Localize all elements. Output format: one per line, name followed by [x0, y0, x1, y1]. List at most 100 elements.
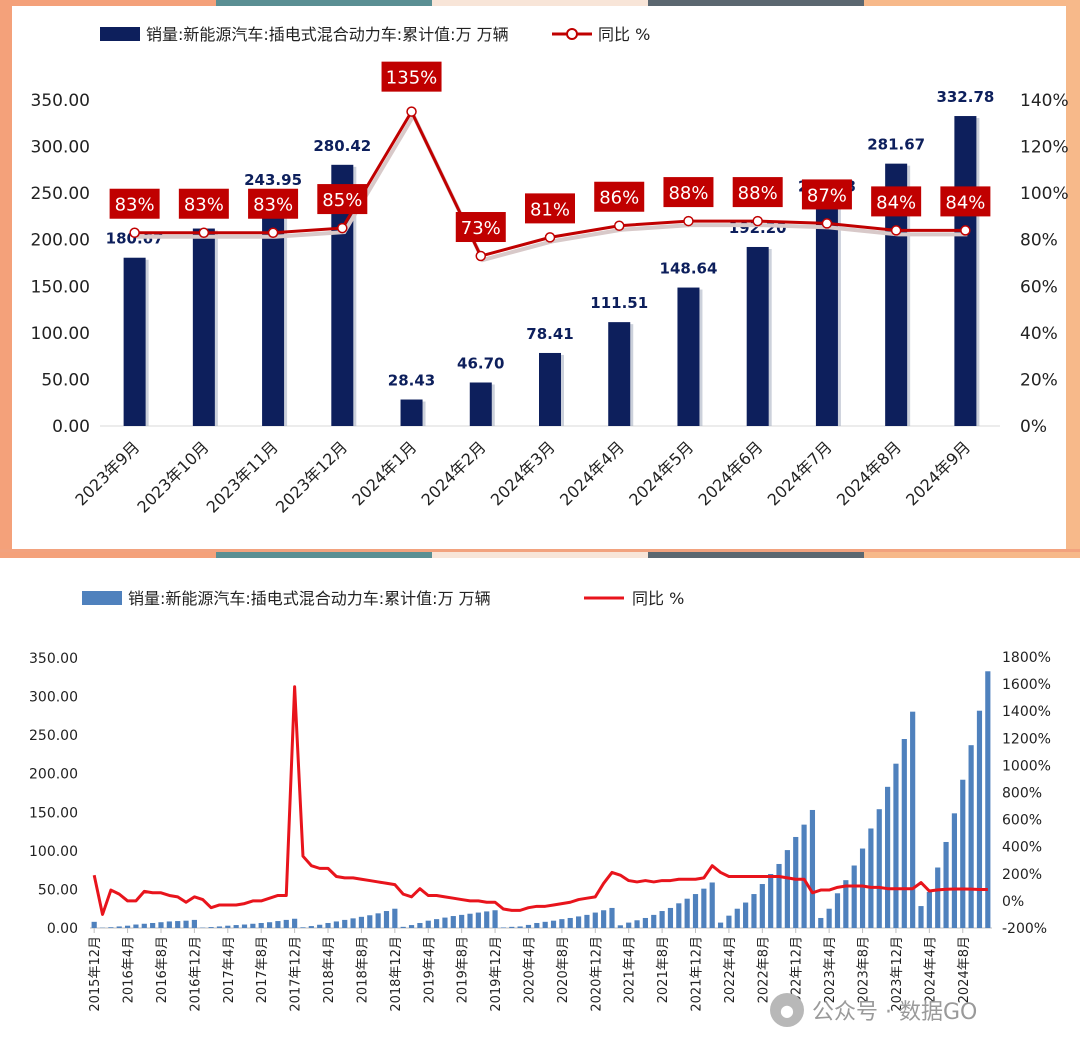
bar — [760, 884, 765, 928]
yoy-point — [199, 228, 208, 237]
bar — [518, 926, 523, 928]
bar — [501, 927, 506, 928]
y-left-tick-label: 200.00 — [29, 767, 78, 783]
x-tick-label: 2019年8月 — [456, 936, 471, 1003]
bar — [576, 916, 581, 928]
bar — [701, 889, 706, 928]
bar — [539, 353, 561, 426]
y-left-tick-label: 100.00 — [29, 844, 78, 860]
bar — [827, 909, 832, 928]
legend-line-marker — [567, 29, 577, 39]
bar — [167, 921, 172, 928]
bar — [609, 908, 614, 928]
top-chart: 销量:新能源汽车:插电式混合动力车:累计值:万 万辆同比 %0.0050.001… — [0, 0, 1080, 560]
yoy-point — [822, 219, 831, 228]
frame-bottom-segment — [864, 552, 1080, 558]
bar — [401, 927, 406, 928]
bar — [183, 921, 188, 928]
bar — [685, 899, 690, 928]
bar — [142, 924, 147, 928]
bar — [150, 923, 155, 928]
yoy-label: 83% — [115, 195, 155, 216]
x-tick-label: 2018年12月 — [389, 936, 404, 1012]
bar — [935, 868, 940, 928]
x-category-label: 2024年6月 — [694, 437, 766, 509]
yoy-label: 84% — [945, 192, 985, 213]
x-category-label: 2023年12月 — [272, 437, 351, 516]
bar — [801, 825, 806, 928]
watermark: ● 公众号 · 数据GO — [770, 990, 1070, 1030]
yoy-point — [269, 228, 278, 237]
bar — [868, 828, 873, 928]
yoy-point — [615, 221, 624, 230]
bar — [634, 920, 639, 928]
bar — [492, 910, 497, 928]
bar-value-label: 28.43 — [388, 372, 435, 390]
bar — [417, 923, 422, 928]
bar — [710, 882, 715, 928]
bar — [108, 927, 113, 928]
x-category-label: 2024年2月 — [418, 437, 490, 509]
bar — [125, 926, 130, 928]
y-left-tick-label: 150.00 — [29, 805, 78, 821]
frame-bottom-segment — [432, 552, 648, 558]
yoy-point — [476, 252, 485, 261]
yoy-label: 88% — [668, 183, 708, 204]
bar — [209, 927, 214, 928]
bar — [124, 258, 146, 426]
x-tick-label: 2015年12月 — [88, 936, 103, 1012]
x-tick-label: 2021年12月 — [690, 936, 705, 1012]
yoy-label: 87% — [807, 185, 847, 206]
bar-value-label: 332.78 — [936, 88, 994, 106]
yoy-point — [130, 228, 139, 237]
yoy-label: 135% — [386, 68, 437, 89]
bar — [618, 925, 623, 928]
x-category-label: 2023年9月 — [71, 437, 143, 509]
bar — [392, 909, 397, 928]
legend-line-label: 同比 % — [598, 25, 650, 44]
y-left-tick-label: 300.00 — [29, 690, 78, 706]
yoy-label: 84% — [876, 192, 916, 213]
bar — [768, 874, 773, 928]
bar-value-label: 243.95 — [244, 171, 302, 189]
bar — [284, 920, 289, 928]
yoy-point — [892, 226, 901, 235]
x-tick-label: 2017年4月 — [222, 936, 237, 1003]
yoy-point — [961, 226, 970, 235]
bar — [918, 906, 923, 928]
legend-bar-swatch — [100, 27, 140, 41]
bar — [225, 926, 230, 928]
x-tick-label: 2019年12月 — [489, 936, 504, 1012]
yoy-label: 73% — [461, 218, 501, 239]
x-category-label: 2024年7月 — [764, 437, 836, 509]
bar — [954, 116, 976, 426]
frame-top-segment — [216, 0, 432, 6]
y-right-tick-label: 1600% — [1002, 677, 1051, 693]
y-left-tick-label: 0.00 — [52, 417, 90, 437]
bar-value-label: 281.67 — [867, 136, 925, 154]
yoy-label: 81% — [530, 199, 570, 220]
y-right-tick-label: 400% — [1002, 840, 1042, 856]
bar — [818, 918, 823, 928]
bar-value-label: 78.41 — [526, 325, 573, 343]
bar — [376, 913, 381, 928]
yoy-point — [338, 224, 347, 233]
x-category-label: 2024年3月 — [487, 437, 559, 509]
bar — [816, 205, 838, 426]
frame-top-segment — [0, 0, 216, 6]
bar — [751, 894, 756, 928]
yoy-point — [753, 217, 762, 226]
bar — [952, 813, 957, 928]
yoy-label: 85% — [322, 190, 362, 211]
y-left-tick-label: 350.00 — [31, 91, 90, 111]
bar — [852, 866, 857, 928]
bar — [835, 893, 840, 928]
bar — [470, 383, 492, 426]
bar — [668, 908, 673, 928]
x-category-label: 2024年5月 — [625, 437, 697, 509]
y-right-tick-label: 0% — [1002, 894, 1024, 910]
x-tick-label: 2017年12月 — [289, 936, 304, 1012]
bar — [342, 920, 347, 928]
